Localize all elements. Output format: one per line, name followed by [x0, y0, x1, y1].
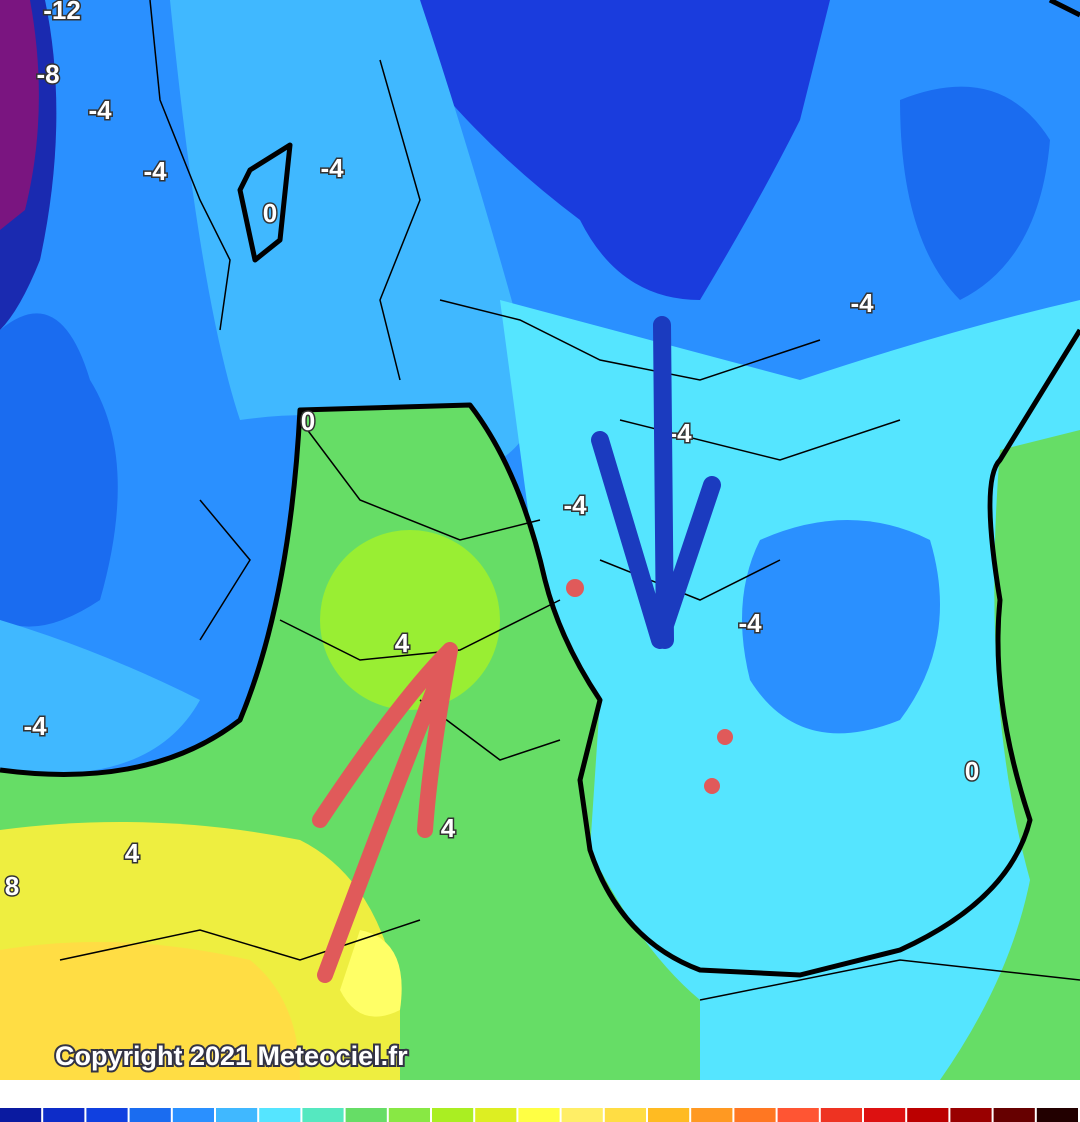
contour-label: -4	[320, 153, 344, 183]
legend-swatch	[864, 1108, 906, 1122]
contour-label: 4	[125, 838, 140, 868]
legend-swatch	[648, 1108, 690, 1122]
legend-swatch	[129, 1108, 171, 1122]
field-cold	[742, 520, 940, 734]
legend-swatch	[518, 1108, 560, 1122]
legend-swatch	[604, 1108, 646, 1122]
contour-label: 0	[965, 756, 979, 786]
field-cold	[900, 86, 1050, 301]
legend-swatch	[691, 1108, 733, 1122]
contour-line	[237, 142, 293, 263]
legend-swatch	[777, 1108, 819, 1122]
field-cold	[0, 313, 118, 627]
legend-swatch	[950, 1108, 992, 1122]
contour-label: -4	[738, 608, 762, 638]
legend-swatch	[907, 1108, 949, 1122]
copyright: Copyright 2021 Meteociel.fr	[55, 1041, 408, 1071]
field-cold	[420, 0, 830, 300]
red-dot	[717, 729, 733, 745]
contour-label: -4	[563, 490, 587, 520]
legend-swatch	[43, 1108, 85, 1122]
contour-label: 4	[441, 813, 456, 843]
legend-swatch	[345, 1108, 387, 1122]
field-mild	[170, 0, 536, 460]
temperature-field	[0, 0, 1080, 1080]
red-dot	[566, 579, 584, 597]
legend-swatch	[1036, 1108, 1078, 1122]
contour-label: -4	[850, 288, 874, 318]
legend-swatch	[172, 1108, 214, 1122]
field-hotter	[0, 942, 300, 1080]
legend-swatch	[216, 1108, 258, 1122]
legend-swatch	[259, 1108, 301, 1122]
contour-label: -4	[23, 711, 47, 741]
blue-arrow	[591, 316, 721, 649]
color-legend	[0, 1108, 1078, 1122]
contour-label: 0	[301, 406, 315, 436]
annotations	[312, 316, 733, 983]
legend-swatch	[561, 1108, 603, 1122]
contour-line	[1048, 0, 1080, 18]
field-mild	[0, 620, 200, 774]
red-dot	[704, 778, 720, 794]
legend-swatch	[432, 1108, 474, 1122]
legend-swatch	[993, 1108, 1035, 1122]
contour-label: 0	[263, 198, 277, 228]
contour-label: 8	[5, 871, 19, 901]
border-line	[59, 0, 1080, 1001]
legend-swatch	[475, 1108, 517, 1122]
legend-swatch	[86, 1108, 128, 1122]
contour-label: -8	[36, 59, 59, 89]
legend-swatch	[820, 1108, 862, 1122]
contour-label: -4	[88, 95, 112, 125]
red-arrow	[312, 642, 458, 983]
contour-label: -4	[143, 156, 167, 186]
field-hot	[340, 930, 402, 1017]
legend-swatch	[0, 1108, 42, 1122]
contour-line	[0, 328, 1080, 978]
borders	[59, 0, 1080, 1001]
field-coldest	[0, 0, 39, 230]
contour-label: -12	[43, 0, 81, 25]
zero-contour	[0, 0, 1080, 978]
contour-label: 4	[395, 628, 410, 658]
legend-swatch	[388, 1108, 430, 1122]
legend-swatch	[302, 1108, 344, 1122]
legend-swatch	[734, 1108, 776, 1122]
